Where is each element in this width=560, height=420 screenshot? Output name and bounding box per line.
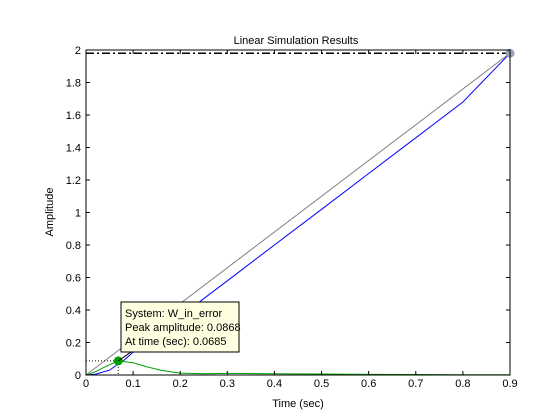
x-tick-label: 0.9 — [502, 378, 517, 390]
y-tick-label: 0.6 — [66, 273, 81, 285]
x-tick-label: 0.6 — [361, 378, 376, 390]
y-axis: 0 0.2 0.4 0.6 0.8 1 1.2 1.4 1.6 1.8 2 — [66, 45, 510, 382]
x-tick-label: 0.5 — [314, 378, 329, 390]
y-tick-label: 1.4 — [66, 143, 81, 155]
y-tick-label: 1.2 — [66, 175, 81, 187]
y-tick-label: 1.6 — [66, 110, 81, 122]
datatip[interactable]: System: W_in_error Peak amplitude: 0.0868… — [117, 301, 241, 362]
y-tick-label: 2 — [75, 45, 81, 57]
x-tick-label: 0.2 — [173, 378, 188, 390]
x-tick-label: 0.7 — [408, 378, 423, 390]
y-tick-label: 0.8 — [66, 240, 81, 252]
datatip-line: Peak amplitude: 0.0868 — [125, 322, 241, 334]
y-tick-label: 1 — [75, 208, 81, 220]
series-line-0 — [85, 52, 511, 376]
datatip-box — [120, 301, 240, 353]
x-tick-label: 0.8 — [455, 378, 470, 390]
series-line-2 — [85, 360, 510, 376]
x-tick-label: 0.3 — [220, 378, 235, 390]
y-tick-label: 1.8 — [66, 78, 81, 90]
x-tick-label: 0.4 — [267, 378, 282, 390]
datatip-line: At time (sec): 0.0685 — [125, 336, 227, 348]
x-axis: 0 0.1 0.2 0.3 0.4 0.5 0.6 0.7 0.8 0.9 — [83, 50, 518, 390]
y-axis-label: Amplitude — [44, 188, 56, 237]
x-tick-label: 0 — [83, 378, 89, 390]
chart-title: Linear Simulation Results — [234, 35, 359, 47]
x-axis-label: Time (sec) — [272, 398, 324, 410]
x-tick-label: 0.1 — [125, 378, 140, 390]
y-tick-label: 0.4 — [66, 305, 81, 317]
datatip-line: System: W_in_error — [125, 308, 223, 320]
y-tick-label: 0 — [75, 370, 81, 382]
y-tick-label: 0.2 — [66, 338, 81, 350]
datatip-pointer — [117, 351, 132, 362]
